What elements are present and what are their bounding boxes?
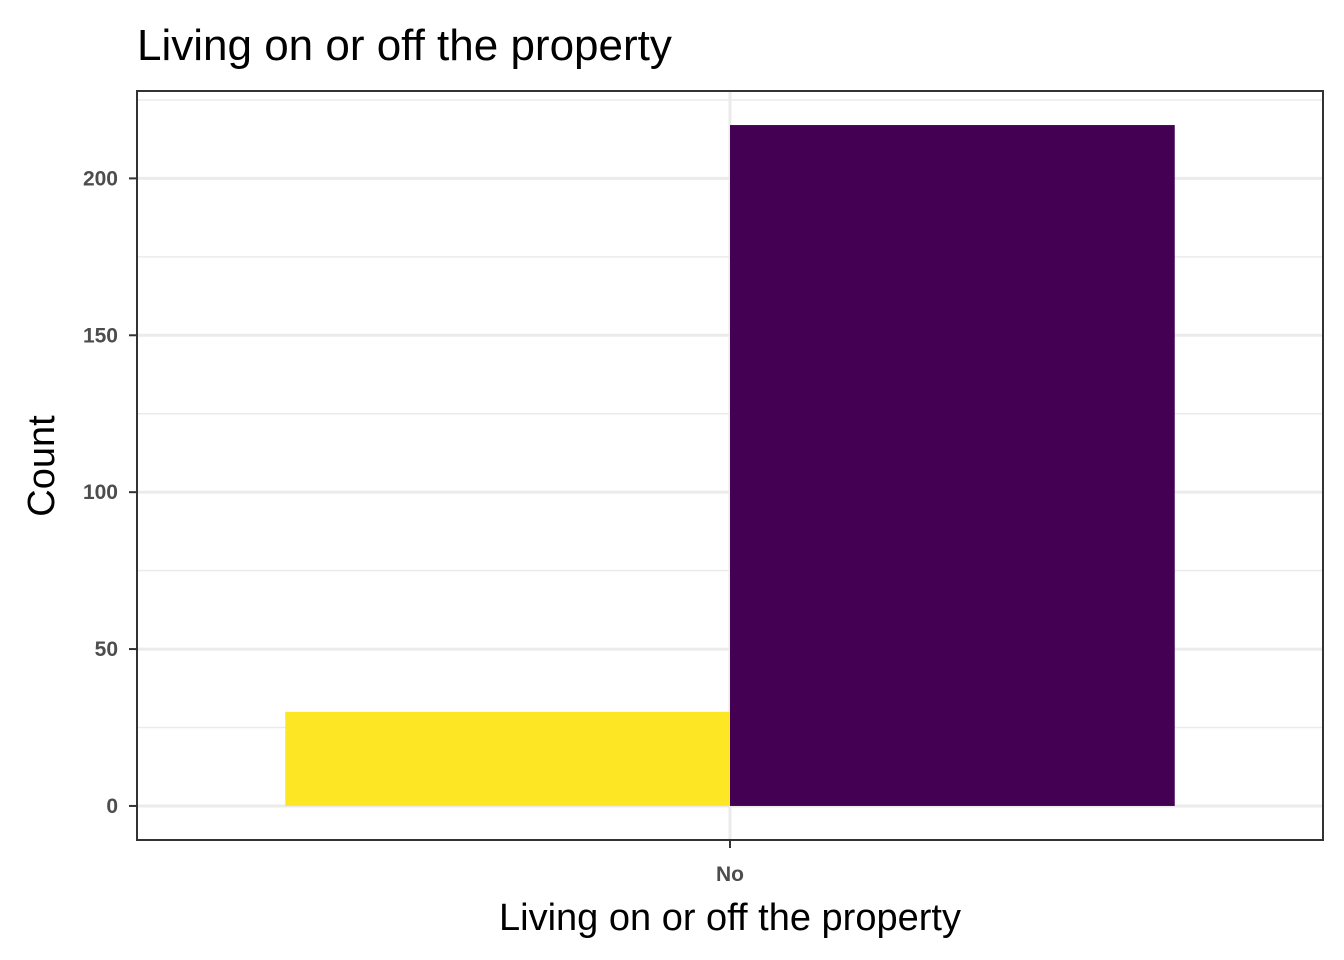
y-axis-title: Count [21,415,63,517]
x-tick-label: No [716,863,744,886]
x-axis: No [716,840,744,886]
chart-title: Living on or off the property [137,21,672,70]
bar [285,711,730,806]
y-tick-label: 0 [106,795,118,818]
x-axis-title: Living on or off the property [499,897,961,939]
y-tick-label: 50 [95,638,118,661]
y-tick-label: 200 [83,167,118,190]
y-tick-label: 150 [83,324,118,347]
bars [285,125,1175,806]
y-tick-label: 100 [83,481,118,504]
y-axis: 0 50 100 150 200 [83,167,137,818]
bar [730,125,1175,806]
plot-panel [136,90,1324,841]
